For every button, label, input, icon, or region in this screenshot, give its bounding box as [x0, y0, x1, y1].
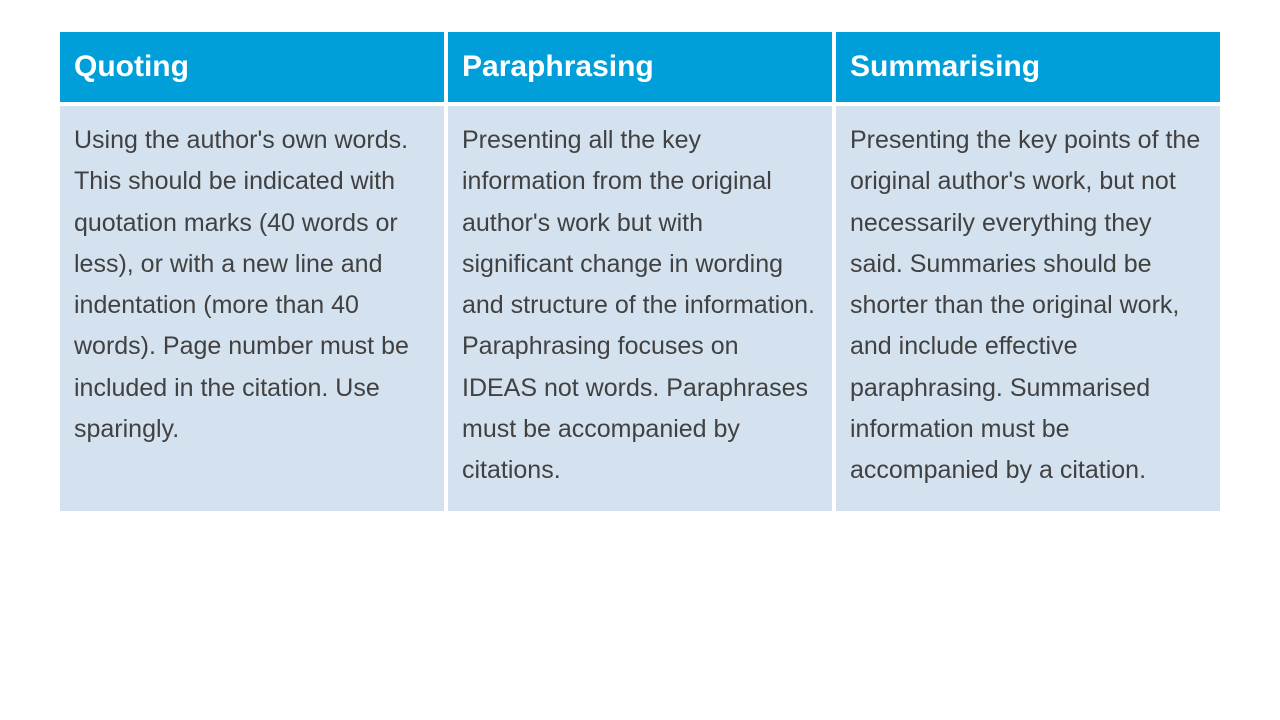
column-header-summarising: Summarising	[836, 32, 1220, 102]
cell-summarising-description: Presenting the key points of the origina…	[836, 106, 1220, 511]
table-header-row: Quoting Paraphrasing Summarising	[60, 32, 1220, 102]
column-header-paraphrasing: Paraphrasing	[448, 32, 832, 102]
comparison-table: Quoting Paraphrasing Summarising Using t…	[56, 28, 1224, 515]
cell-paraphrasing-description: Presenting all the key information from …	[448, 106, 832, 511]
cell-quoting-description: Using the author's own words. This shoul…	[60, 106, 444, 511]
column-header-quoting: Quoting	[60, 32, 444, 102]
table-row: Using the author's own words. This shoul…	[60, 106, 1220, 511]
